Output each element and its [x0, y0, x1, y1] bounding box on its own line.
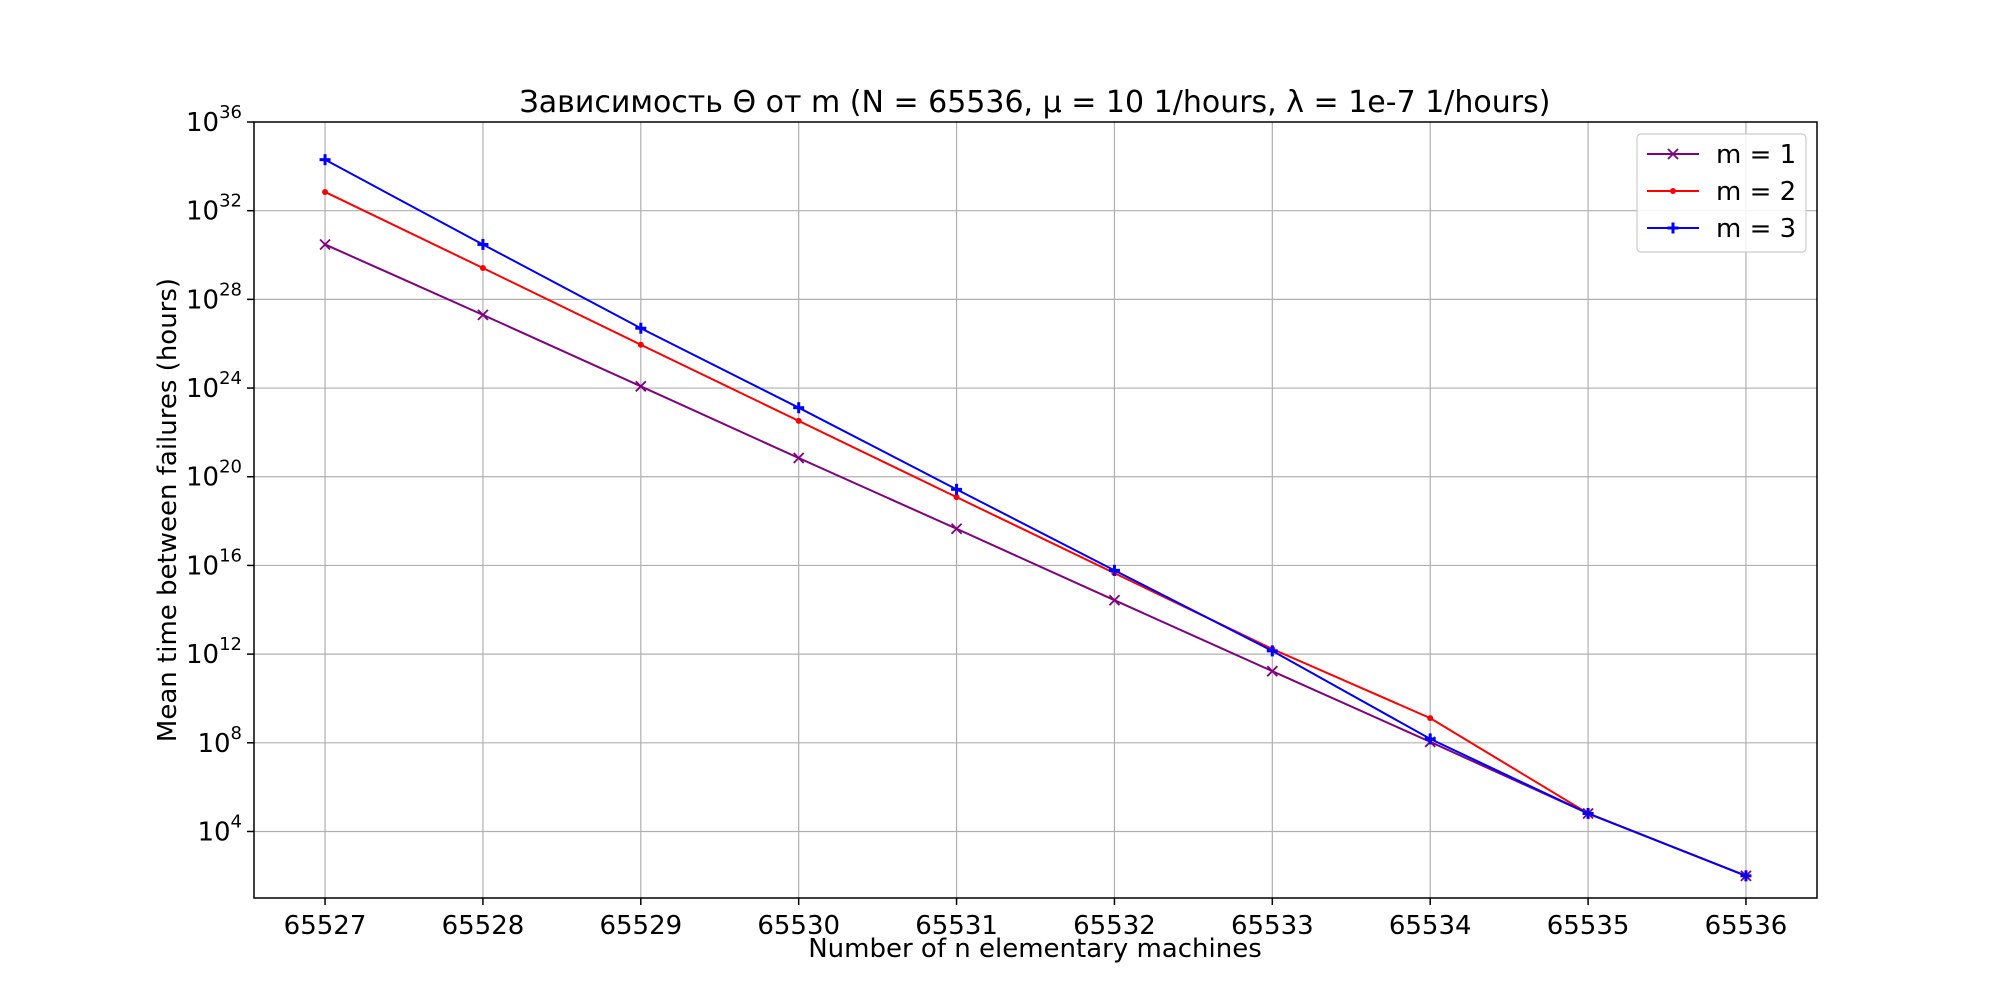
data-point: [635, 322, 647, 334]
y-tick-label: 1020: [186, 457, 242, 493]
x-tick-label: 65535: [1547, 911, 1630, 941]
chart-title: Зависимость Θ от m (N = 65536, μ = 10 1/…: [520, 85, 1551, 120]
y-tick-label: 108: [197, 723, 242, 759]
data-point: [1266, 665, 1278, 677]
y-axis-label: Mean time between failures (hours): [153, 278, 183, 742]
legend-item: m = 1: [1647, 140, 1796, 170]
data-point: [793, 452, 805, 464]
y-tick-label: 1036: [186, 102, 242, 138]
data-point: [793, 402, 805, 414]
x-tick-label: 65533: [1231, 911, 1314, 941]
data-point: [1427, 715, 1434, 722]
y-tick-label: 1012: [186, 634, 242, 670]
legend-label: m = 2: [1716, 177, 1796, 207]
x-axis-label: Number of n elementary machines: [808, 934, 1262, 964]
series-m1: [319, 238, 1752, 882]
legend-label: m = 3: [1716, 214, 1796, 244]
series-line: [324, 243, 1747, 877]
data-point: [795, 417, 802, 424]
data-point: [637, 341, 644, 348]
data-point: [953, 494, 960, 501]
y-tick-label: 104: [197, 811, 242, 847]
legend-label: m = 1: [1716, 140, 1796, 170]
data-point: [951, 483, 963, 495]
legend-item: m = 3: [1647, 214, 1796, 244]
data-point: [1740, 870, 1752, 882]
data-point: [319, 238, 331, 251]
x-tick-label: 65528: [442, 911, 525, 941]
y-tick-label: 1024: [186, 368, 242, 404]
y-tick-label: 1016: [186, 545, 242, 581]
x-tick-label: 65532: [1073, 911, 1156, 941]
data-point: [950, 523, 963, 535]
x-tick-label: 65527: [284, 911, 367, 941]
x-tick-label: 65529: [599, 911, 682, 941]
y-tick-label: 1028: [186, 279, 242, 315]
y-axis-ticks: 104 108 1012 1016 1020 1024 1028 1032 1036: [186, 102, 254, 847]
data-point: [1108, 594, 1121, 606]
data-point: [1582, 807, 1594, 819]
x-tick-label: 65536: [1705, 911, 1788, 941]
series-layer: [319, 154, 1752, 882]
series-m2: [322, 188, 1749, 879]
legend-marker: [1667, 148, 1679, 160]
data-point: [1424, 733, 1436, 745]
series-line: [324, 191, 1747, 877]
plot-frame: [253, 121, 1818, 899]
data-point: [477, 238, 489, 250]
x-tick-label: 65534: [1389, 911, 1472, 941]
legend-box: [1636, 133, 1807, 253]
legend-marker: [1670, 188, 1676, 194]
data-point: [1108, 564, 1120, 576]
data-point: [1266, 645, 1278, 657]
x-tick-label: 65531: [915, 911, 998, 941]
data-point: [319, 154, 331, 166]
legend-item: m = 2: [1647, 177, 1796, 207]
data-point: [322, 188, 329, 195]
legend-marker: [1667, 222, 1679, 234]
x-axis-ticks: 65527 65528 65529 65530 65531 65532 65533 65534…: [284, 898, 1788, 941]
series-line: [324, 158, 1747, 877]
grid: [254, 122, 1817, 898]
y-tick-label: 1032: [186, 191, 242, 227]
data-point: [477, 309, 489, 321]
x-tick-label: 65530: [757, 911, 840, 941]
legend: m = 1 m = 2 m = 3: [1636, 133, 1807, 253]
data-point: [479, 264, 486, 271]
data-point: [635, 380, 647, 392]
series-m3: [319, 154, 1752, 882]
